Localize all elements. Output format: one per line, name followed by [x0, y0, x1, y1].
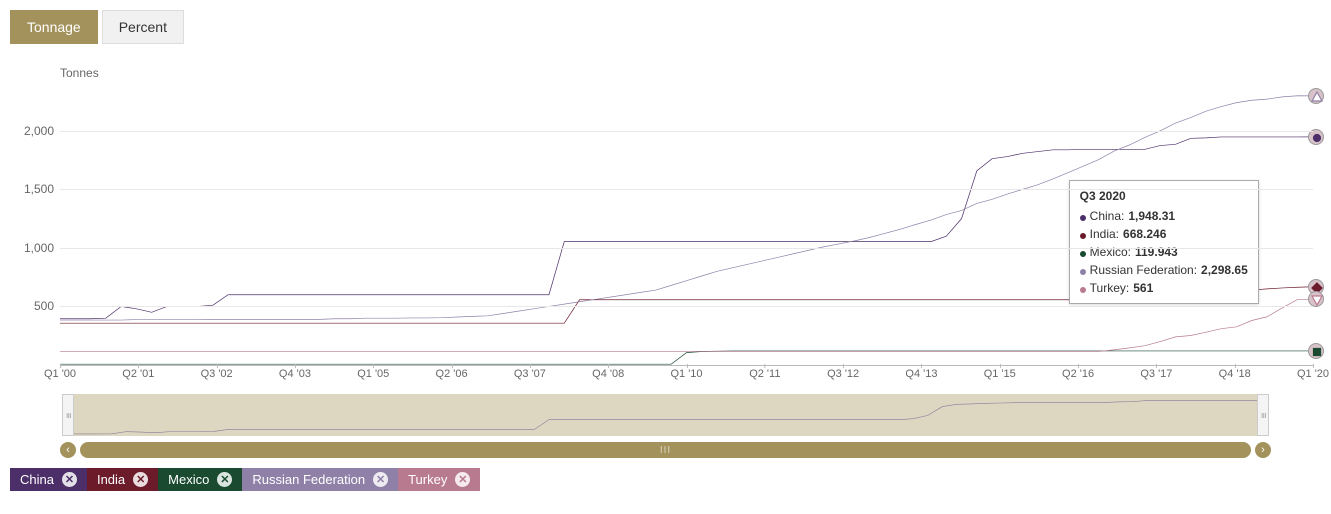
x-tick: Q4 '08 — [592, 368, 624, 380]
x-tick: Q1 '10 — [670, 368, 702, 380]
legend-pill[interactable]: Russian Federation — [242, 468, 398, 491]
legend-remove-icon[interactable] — [455, 472, 470, 487]
tooltip: Q3 2020 China: 1,948.31India: 668.246Mex… — [1069, 180, 1259, 304]
tooltip-item: Turkey: 561 — [1080, 279, 1248, 297]
x-tick: Q1 '20 — [1297, 368, 1329, 380]
scrollbar-track[interactable]: III — [80, 442, 1251, 458]
navigator-handle-left[interactable] — [62, 394, 74, 436]
x-tick: Q2 '11 — [749, 368, 780, 380]
legend-pill[interactable]: Mexico — [158, 468, 242, 491]
tooltip-item: China: 1,948.31 — [1080, 207, 1248, 225]
legend-pill[interactable]: India — [87, 468, 158, 491]
y-tick: 2,000 — [12, 124, 54, 138]
x-tick: Q2 '16 — [1062, 368, 1094, 380]
y-tick: 500 — [12, 299, 54, 313]
legend-pill-label: India — [97, 472, 125, 487]
tab-tonnage[interactable]: Tonnage — [10, 10, 98, 44]
legend-pill-label: China — [20, 472, 54, 487]
y-tick: 1,000 — [12, 241, 54, 255]
x-tick: Q4 '13 — [905, 368, 937, 380]
x-tick: Q1 '05 — [357, 368, 389, 380]
x-tick: Q2 '06 — [436, 368, 468, 380]
scrollbar-grip: III — [660, 445, 671, 456]
x-tick: Q4 '03 — [279, 368, 311, 380]
chart-scrollbar: ‹ III › — [60, 442, 1271, 458]
y-tick: 1,500 — [12, 182, 54, 196]
series-end-marker[interactable] — [1308, 291, 1324, 307]
chart-area: 5001,0001,5002,000 Q3 2020 China: 1,948.… — [60, 84, 1313, 384]
navigator-handle-right[interactable] — [1257, 394, 1269, 436]
x-tick: Q3 '17 — [1140, 368, 1172, 380]
view-tabs: Tonnage Percent — [10, 10, 1321, 44]
tab-percent[interactable]: Percent — [102, 10, 184, 44]
legend-remove-icon[interactable] — [62, 472, 77, 487]
series-end-marker[interactable] — [1308, 88, 1324, 104]
series-line[interactable] — [60, 351, 1313, 364]
x-tick: Q3 '12 — [827, 368, 859, 380]
scrollbar-left-button[interactable]: ‹ — [60, 442, 76, 458]
legend-pill-label: Russian Federation — [252, 472, 365, 487]
legend: China India Mexico Russian Federation Turkey — [10, 468, 1321, 491]
x-axis: Q1 '00Q2 '01Q3 '02Q4 '03Q1 '05Q2 '06Q3 '… — [60, 366, 1313, 384]
legend-pill-label: Mexico — [168, 472, 209, 487]
legend-remove-icon[interactable] — [373, 472, 388, 487]
tooltip-item: India: 668.246 — [1080, 225, 1248, 243]
tooltip-item: Mexico: 119.943 — [1080, 243, 1248, 261]
y-axis-label: Tonnes — [60, 66, 1321, 80]
x-tick: Q3 '02 — [201, 368, 233, 380]
legend-pill-label: Turkey — [408, 472, 447, 487]
legend-pill[interactable]: China — [10, 468, 87, 491]
x-tick: Q4 '18 — [1219, 368, 1251, 380]
legend-remove-icon[interactable] — [217, 472, 232, 487]
x-tick: Q2 '01 — [122, 368, 154, 380]
plot-area[interactable]: 5001,0001,5002,000 Q3 2020 China: 1,948.… — [60, 84, 1313, 366]
legend-remove-icon[interactable] — [133, 472, 148, 487]
series-end-marker[interactable] — [1308, 343, 1324, 359]
chart-navigator[interactable] — [68, 394, 1263, 436]
x-tick: Q1 '00 — [44, 368, 76, 380]
x-tick: Q3 '07 — [514, 368, 546, 380]
scrollbar-right-button[interactable]: › — [1255, 442, 1271, 458]
x-tick: Q1 '15 — [984, 368, 1016, 380]
legend-pill[interactable]: Turkey — [398, 468, 480, 491]
tooltip-item: Russian Federation: 2,298.65 — [1080, 261, 1248, 279]
